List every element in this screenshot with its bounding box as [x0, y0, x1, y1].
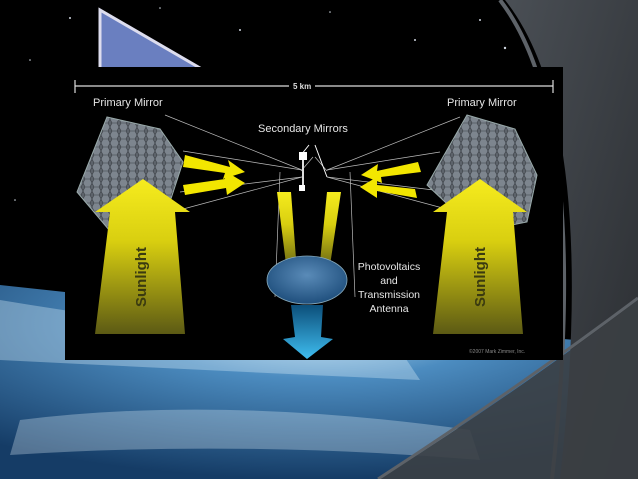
reflected-beam-arrows: [183, 155, 421, 198]
secondary-mirrors-label: Secondary Mirrors: [258, 123, 348, 135]
transmission-beam: [283, 305, 333, 359]
secondary-mirrors: [299, 144, 328, 191]
sunlight-label-left: Sunlight: [133, 247, 150, 307]
span-label: 5 km: [289, 82, 316, 91]
photovoltaics-label-line2: and: [380, 275, 398, 287]
photovoltaics-label: Photovoltaics and Transmission Antenna: [345, 260, 433, 316]
photovoltaics-label-line1: Photovoltaics: [357, 261, 421, 273]
photovoltaics-label-line4: Antenna: [369, 303, 409, 315]
concentrated-beams: [277, 192, 341, 272]
copyright-text: ©2007 Mark Zimmer, Inc.: [469, 349, 526, 355]
primary-mirror-right-label: Primary Mirror: [447, 97, 517, 109]
photovoltaic-receiver: [266, 255, 348, 305]
primary-mirror-left-label: Primary Mirror: [93, 97, 163, 109]
diagram-artwork: Sunlight Sunlight: [74, 80, 554, 359]
slide-corner-graphic: [98, 7, 218, 77]
sunlight-label-right: Sunlight: [472, 247, 489, 307]
sunlight-arrow-left: [95, 179, 190, 334]
solar-power-satellite-diagram: Sunlight Sunlight 5 km Primary Mirror Pr…: [65, 67, 563, 360]
sunlight-arrow-right: [433, 179, 527, 334]
photovoltaics-label-line3: Transmission: [357, 289, 421, 301]
